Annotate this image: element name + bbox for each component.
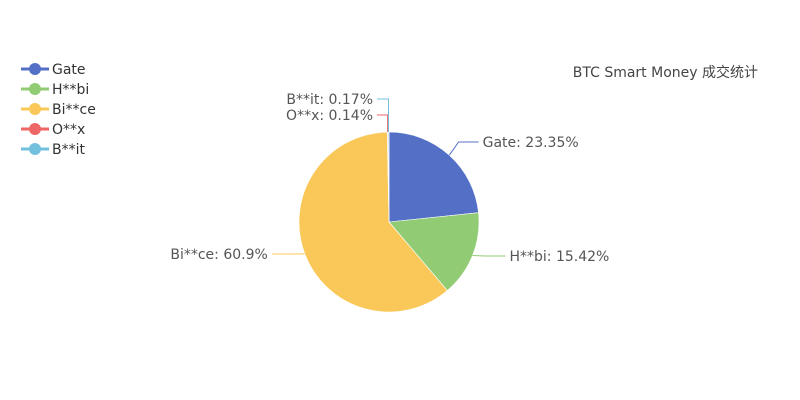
slice-labels: Gate: 23.35% H**bi: 15.42% Bi**ce: 60.9% O*… bbox=[170, 92, 609, 265]
slice-label-gate: Gate: 23.35% bbox=[483, 135, 579, 151]
pie-slice-gate[interactable] bbox=[388, 131, 479, 223]
leader-line-h-bi bbox=[472, 255, 506, 257]
legend-item-gate[interactable]: Gate bbox=[21, 62, 86, 78]
legend-marker bbox=[29, 103, 41, 115]
slice-label-b-it: B**it: 0.17% bbox=[286, 92, 373, 108]
slice-label-o-x: O**x: 0.14% bbox=[286, 108, 373, 124]
legend-marker bbox=[29, 143, 41, 155]
pie-slice-bi-ce[interactable] bbox=[298, 131, 448, 313]
label-leader-lines bbox=[271, 98, 506, 257]
legend-marker bbox=[29, 83, 41, 95]
leader-line-o-x bbox=[377, 114, 389, 132]
legend-item-bi-ce[interactable]: Bi**ce bbox=[21, 102, 96, 118]
pie-slices bbox=[298, 131, 480, 313]
legend: Gate H**bi Bi**ce O**x B**it bbox=[21, 62, 96, 158]
slice-label-h-bi: H**bi: 15.42% bbox=[510, 249, 610, 265]
legend-label: B**it bbox=[52, 142, 85, 158]
legend-item-b-it[interactable]: B**it bbox=[21, 142, 85, 158]
legend-item-h-bi[interactable]: H**bi bbox=[21, 82, 89, 98]
legend-marker bbox=[29, 63, 41, 75]
leader-line-b-it bbox=[377, 98, 389, 132]
legend-label: Gate bbox=[52, 62, 86, 78]
leader-line-gate bbox=[448, 141, 479, 156]
legend-item-o-x[interactable]: O**x bbox=[21, 122, 85, 138]
legend-label: O**x bbox=[52, 122, 85, 138]
legend-label: Bi**ce bbox=[52, 102, 96, 118]
legend-marker bbox=[29, 123, 41, 135]
chart-title: BTC Smart Money 成交统计 bbox=[573, 64, 758, 81]
legend-label: H**bi bbox=[52, 82, 89, 98]
slice-label-bi-ce: Bi**ce: 60.9% bbox=[170, 247, 267, 263]
